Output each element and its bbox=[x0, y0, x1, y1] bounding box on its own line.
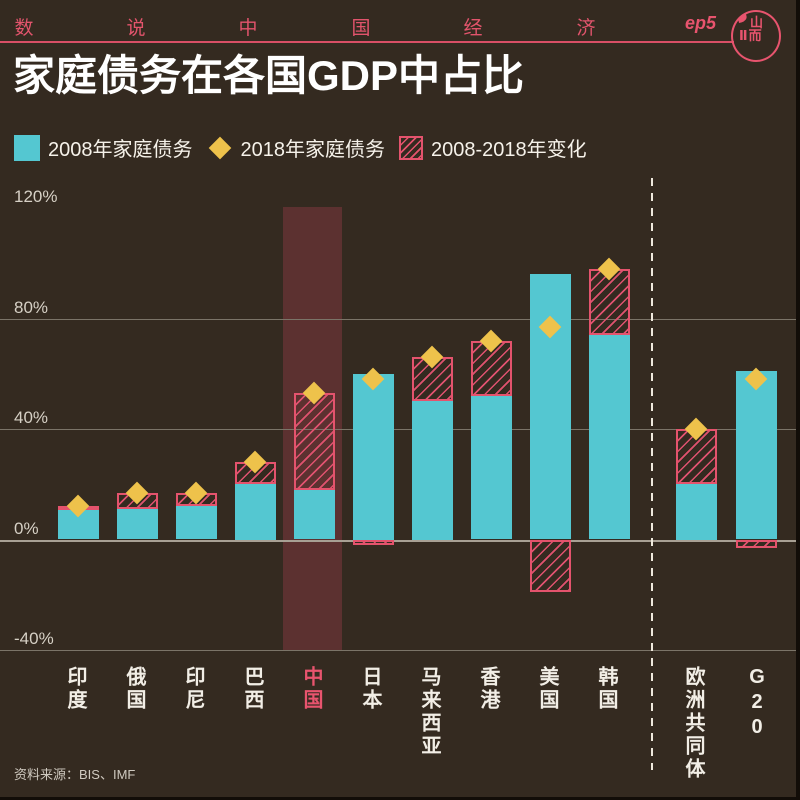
y-tick-label--40: -40% bbox=[14, 629, 54, 648]
change-hatch-8 bbox=[530, 539, 571, 592]
logo-leaf-icon bbox=[737, 13, 748, 24]
series-title-char-0: 数 bbox=[14, 18, 34, 39]
x-label-6: 马来西亚 bbox=[418, 666, 440, 758]
bar-2008-3 bbox=[235, 484, 276, 540]
gridline-40 bbox=[0, 429, 800, 430]
legend-label-2008: 2008年家庭债务 bbox=[48, 139, 193, 161]
masthead: 数 说 中 国 经 济 ep5 山 Ⅱ而 bbox=[0, 0, 800, 70]
change-hatch-5 bbox=[353, 539, 394, 546]
legend-swatch-2018-diamond-icon bbox=[207, 135, 233, 161]
bar-2008-6 bbox=[412, 401, 453, 540]
y-tick-label-40: 40% bbox=[14, 408, 49, 427]
change-hatch-4 bbox=[294, 393, 335, 490]
series-title-char-5: 济 bbox=[576, 18, 596, 39]
bar-2008-11 bbox=[736, 370, 777, 540]
legend-swatch-2008-square-icon bbox=[14, 134, 40, 161]
y-tick-label-0: 0% bbox=[14, 519, 39, 538]
y-tick-label-120: 120% bbox=[14, 187, 58, 206]
legend-label-2018: 2018年家庭债务 bbox=[240, 139, 386, 161]
initium-logo: 山 Ⅱ而 bbox=[731, 10, 781, 62]
series-title-char-4: 经 bbox=[463, 18, 483, 39]
bar-2008-1 bbox=[117, 509, 158, 540]
x-label-11: G20 bbox=[746, 666, 768, 741]
plot-area: 120% 80% 40% 0% -40% bbox=[0, 178, 800, 770]
bar-2008-4 bbox=[294, 489, 335, 540]
page-title: 家庭债务在各国GDP中占比 bbox=[13, 52, 525, 99]
x-label-8: 美国 bbox=[536, 666, 558, 712]
x-label-2: 印尼 bbox=[182, 666, 204, 712]
bar-2008-5 bbox=[353, 373, 394, 540]
change-hatch-11 bbox=[736, 539, 777, 548]
gridline-0 bbox=[0, 540, 800, 542]
series-title-char-1: 说 bbox=[126, 18, 146, 39]
gridline--40 bbox=[0, 650, 800, 651]
legend-swatch-change-hatch-icon bbox=[399, 135, 423, 160]
gridline-80 bbox=[0, 319, 800, 320]
episode-badge: ep5 bbox=[685, 13, 717, 33]
right-edge bbox=[796, 0, 800, 800]
x-label-7: 香港 bbox=[477, 666, 499, 712]
series-title-char-2: 中 bbox=[238, 18, 258, 39]
bar-2008-8 bbox=[530, 274, 571, 540]
y-tick-label-80: 80% bbox=[14, 298, 49, 317]
bar-2008-10 bbox=[676, 484, 717, 540]
bar-2008-9 bbox=[589, 335, 630, 540]
x-label-9: 韩国 bbox=[595, 666, 617, 712]
logo-glyph-top: 山 bbox=[750, 15, 764, 30]
x-label-1: 俄国 bbox=[123, 666, 145, 712]
source-note: 资料来源：BIS、IMF bbox=[14, 767, 136, 782]
logo-glyph-bottom: Ⅱ而 bbox=[739, 28, 763, 43]
x-label-10: 欧洲共同体 bbox=[682, 666, 704, 781]
bar-2008-7 bbox=[471, 395, 512, 540]
x-label-3: 巴西 bbox=[241, 666, 263, 712]
bottom-edge bbox=[0, 797, 800, 800]
legend-label-change: 2008-2018年变化 bbox=[431, 139, 587, 161]
x-label-0: 印度 bbox=[64, 666, 86, 712]
series-title-char-3: 国 bbox=[351, 18, 371, 39]
x-label-5: 日本 bbox=[359, 666, 381, 712]
legend: 2008年家庭债务 2018年家庭债务 2008-2018年变化 bbox=[14, 133, 601, 162]
masthead-rule bbox=[0, 41, 734, 43]
x-label-4: 中国 bbox=[300, 666, 322, 712]
separator-dashed-line bbox=[651, 178, 653, 770]
bar-2008-2 bbox=[176, 506, 217, 540]
